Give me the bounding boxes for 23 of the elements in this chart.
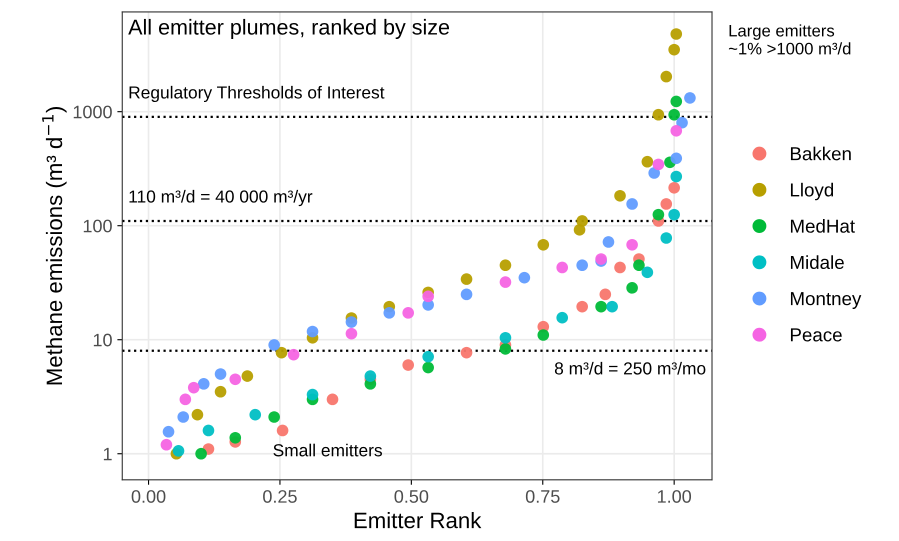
legend-label: Lloyd: [790, 182, 834, 200]
legend-label: Midale: [790, 255, 844, 270]
x-tick-label: 0.00: [132, 490, 166, 503]
ref-line-label: 110 m³/d = 40 000 m³/yr: [129, 190, 312, 206]
y-axis-title: Methane emissions (m³ d$^{−1}$): [42, 106, 67, 384]
legend-label: MedHat: [790, 219, 855, 233]
ref-line-label: Regulatory Thresholds of Interest: [130, 86, 384, 102]
x-axis-title: Emitter Rank: [354, 512, 482, 528]
annotation: All emitter plumes, ranked by size: [128, 18, 450, 39]
legend-label: Montney: [790, 292, 862, 309]
ref-line-label: 8 m³/d = 250 m³/mo: [554, 362, 706, 375]
legend-label: Peace: [790, 328, 842, 342]
y-tick-label: 1000: [74, 106, 112, 118]
y-tick-label: 10: [94, 334, 112, 346]
x-tick-label: 0.50: [394, 490, 428, 503]
x-tick-label: 0.75: [526, 490, 560, 503]
text: Large emitters ~1% >1000 m³/d: [728, 24, 850, 55]
x-tick-label: 1.00: [658, 490, 692, 503]
legend-label: Bakken: [790, 146, 851, 160]
y-tick-label: 1: [104, 448, 112, 460]
annotation: Small emitters: [273, 444, 382, 456]
y-tick-label: 100: [84, 220, 112, 232]
x-tick-label: 0.25: [263, 490, 297, 503]
